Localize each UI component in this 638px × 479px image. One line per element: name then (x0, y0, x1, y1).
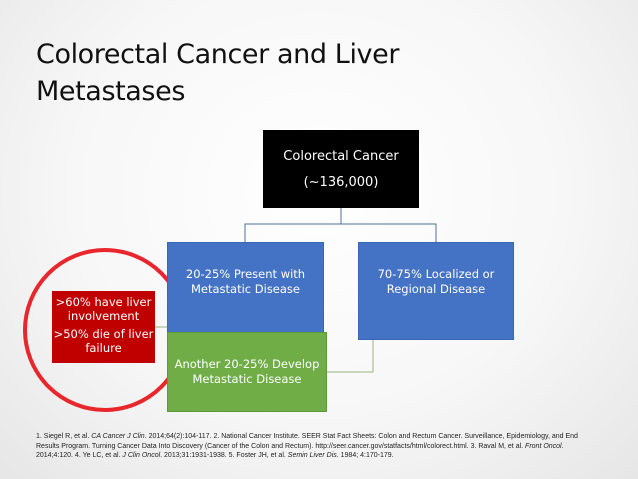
ref-journal-3: Front Oncol (525, 442, 562, 450)
ref-journal-5: Semin Liver Dis (287, 452, 337, 459)
liver-failure-text: >50% die of liver failure (53, 327, 154, 355)
liver-involvement-text: >60% have liver involvement (55, 295, 152, 323)
node-localized-regional-label: 70-75% Localized or Regional Disease (377, 267, 495, 296)
ref-text-4: . 2013;31:1931-1938. 5. Foster JH, et al… (160, 452, 288, 459)
node-present-metastatic-label: 20-25% Present with Metastatic Disease (185, 267, 306, 296)
root-to-right-branch-connector (341, 223, 437, 242)
node-present-metastatic: 20-25% Present with Metastatic Disease (167, 242, 324, 340)
node-localized-regional: 70-75% Localized or Regional Disease (358, 242, 514, 340)
root-node-colorectal-cancer: Colorectal Cancer (~136,000) (263, 130, 419, 208)
slide-title: Colorectal Cancer and Liver Metastases (36, 39, 400, 107)
ref-text-2: . 2014;64(2):104-117. 2. National Cancer… (36, 433, 578, 450)
root-to-branches-connector (244, 208, 342, 242)
ref-journal-4: J Clin Oncol (122, 452, 161, 459)
node-develop-metastatic: Another 20-25% Develop Metastatic Diseas… (167, 332, 327, 412)
liver-callout: >60% have liver involvement >50% die of … (52, 291, 155, 363)
references: 1. Siegel R, et al. CA Cancer J Clin. 20… (36, 432, 602, 461)
ref-journal-1: CA Cancer J Clin (91, 433, 145, 440)
ref-text-3: . 2014;4:120. 4. Ye LC, et al. (36, 442, 564, 460)
ref-text-5: . 1984; 4:170-179. (336, 452, 394, 459)
node-develop-metastatic-label: Another 20-25% Develop Metastatic Diseas… (174, 357, 320, 386)
ref-text-1: 1. Siegel R, et al. (36, 433, 92, 440)
root-label: Colorectal Cancer (283, 149, 399, 164)
root-count: (~136,000) (303, 175, 379, 190)
